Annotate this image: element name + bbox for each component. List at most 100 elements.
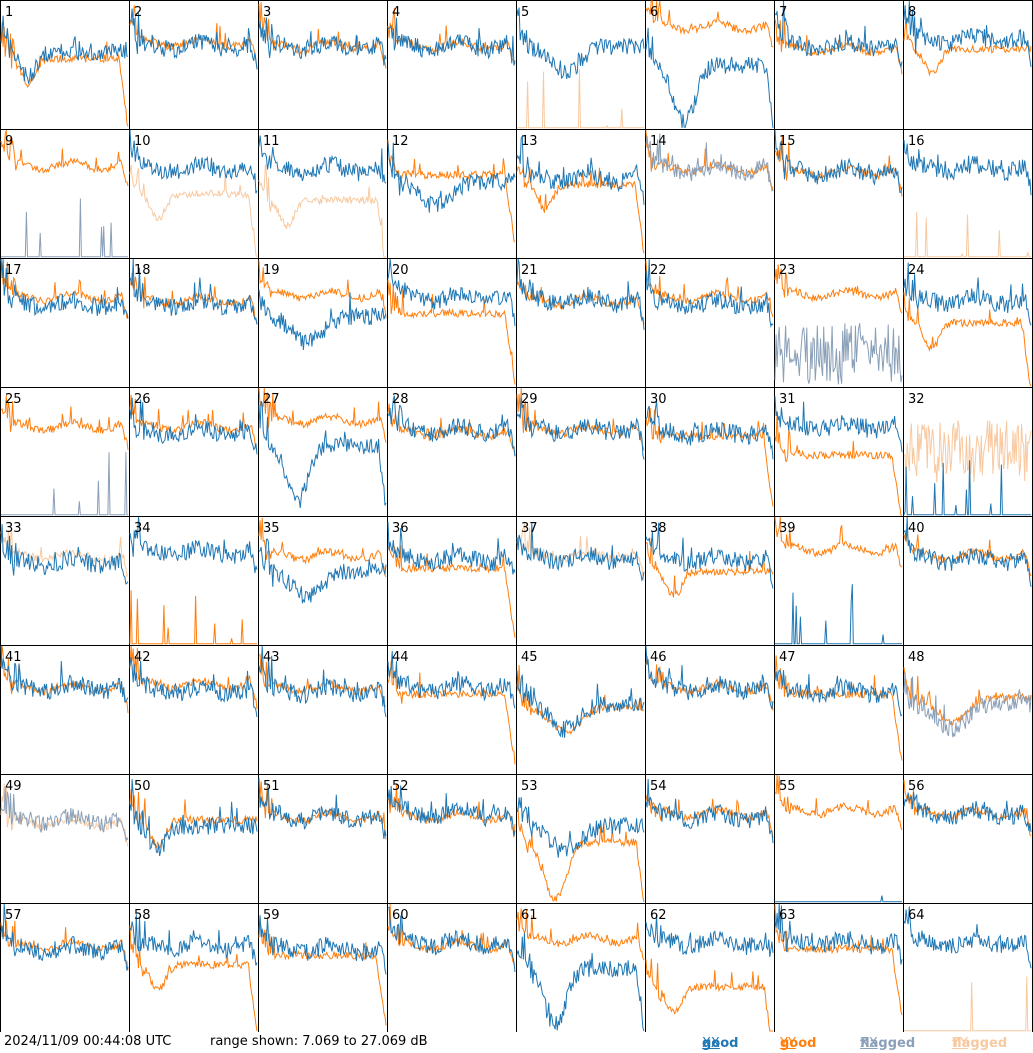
panel-6-yy-trace <box>645 0 774 48</box>
panel-56-xx-trace <box>903 792 1032 832</box>
panel-42-label: 42 <box>134 650 151 665</box>
panel-24-yy-trace <box>903 292 1032 387</box>
panel-4-xx-trace <box>387 17 516 66</box>
panel-55: 55 <box>774 774 904 904</box>
panel-16-label: 16 <box>908 134 925 149</box>
panel-33-yy-trace <box>0 528 129 579</box>
panel-7-label: 7 <box>779 5 787 20</box>
panel-56-label: 56 <box>908 779 925 794</box>
panel-27-xx-trace <box>258 400 387 509</box>
panel-25-xx-trace <box>1 451 128 516</box>
panel-50-label: 50 <box>134 779 151 794</box>
panel-14-label: 14 <box>650 134 667 149</box>
panel-45-xx-trace <box>516 670 645 738</box>
panel-frame <box>0 129 130 259</box>
panel-9: 9 <box>0 129 130 259</box>
panel-48-xx-trace <box>903 672 1032 738</box>
panel-49-yy-trace <box>0 783 129 847</box>
panel-12: 12 <box>387 129 517 259</box>
panel-5: 5 <box>516 0 646 130</box>
panel-17-label: 17 <box>5 263 22 278</box>
panel-63: 63 <box>774 903 904 1032</box>
panel-11-xx-trace <box>258 135 387 184</box>
panel-48-label: 48 <box>908 650 925 665</box>
panel-frame <box>903 387 1033 517</box>
panel-frame <box>645 387 775 517</box>
panel-47: 47 <box>774 645 904 775</box>
panel-frame <box>258 129 388 259</box>
panel-22: 22 <box>645 258 775 388</box>
panel-57: 57 <box>0 903 130 1032</box>
panel-28-label: 28 <box>392 392 409 407</box>
panel-53: 53 <box>516 774 646 904</box>
panel-19-xx-trace <box>258 289 387 351</box>
panel-15-label: 15 <box>779 134 796 149</box>
panel-frame <box>903 258 1033 388</box>
panel-47-label: 47 <box>779 650 796 665</box>
panel-27-label: 27 <box>263 392 280 407</box>
panel-36: 36 <box>387 516 517 646</box>
panel-19-yy-trace <box>258 260 387 319</box>
panel-25-label: 25 <box>5 392 22 407</box>
panel-28-xx-trace <box>387 395 516 457</box>
footer: 2024/11/09 00:44:08 UTC range shown: 7.0… <box>0 1032 1033 1053</box>
panel-45: 45 <box>516 645 646 775</box>
panel-3-xx-trace <box>258 17 387 66</box>
panel-53-yy-trace <box>516 807 645 903</box>
panel-52: 52 <box>387 774 517 904</box>
panel-20-label: 20 <box>392 263 409 278</box>
legend-good-yy-label: good <box>780 1036 817 1051</box>
panel-34: 34 <box>129 516 259 646</box>
panel-41-label: 41 <box>5 650 22 665</box>
panel-56: 56 <box>903 774 1033 904</box>
panel-23-xx-trace <box>774 323 903 385</box>
panel-23-yy-trace <box>774 264 903 314</box>
legend-good-xx-label: good <box>702 1036 739 1051</box>
panel-3: 3 <box>258 0 388 130</box>
panel-17: 17 <box>0 258 130 388</box>
panel-16-yy-trace <box>904 211 1031 258</box>
panel-48: 48 <box>903 645 1033 775</box>
panel-21-xx-trace <box>516 258 645 330</box>
panel-43-label: 43 <box>263 650 280 665</box>
panel-frame <box>0 645 130 775</box>
panel-36-xx-trace <box>387 521 516 575</box>
panel-frame <box>258 774 388 904</box>
panel-51-xx-trace <box>258 778 387 839</box>
panel-41: 41 <box>0 645 130 775</box>
panel-50: 50 <box>129 774 259 904</box>
panel-35: 35 <box>258 516 388 646</box>
panel-60: 60 <box>387 903 517 1032</box>
panel-34-yy-trace <box>129 590 257 645</box>
panel-46-label: 46 <box>650 650 667 665</box>
legend-flagged-yy-pol: YY <box>952 1036 968 1051</box>
legend-good-xx-pol: XX <box>702 1036 720 1051</box>
panel-frame <box>903 516 1033 646</box>
panel-62: 62 <box>645 903 775 1032</box>
panel-35-yy-trace <box>258 517 387 578</box>
panel-frame <box>387 387 517 517</box>
panel-60-label: 60 <box>392 908 409 923</box>
panel-6-xx-trace <box>645 27 774 129</box>
panel-frame <box>516 774 646 904</box>
panel-frame <box>387 645 517 775</box>
panel-20-yy-trace <box>387 279 516 385</box>
panel-frame <box>129 258 259 388</box>
panel-frame <box>774 903 904 1032</box>
panel-31: 31 <box>774 387 904 517</box>
panel-17-xx-trace <box>0 258 129 319</box>
panel-9-yy-trace <box>0 129 129 187</box>
panel-59-label: 59 <box>263 908 280 923</box>
panel-19: 19 <box>258 258 388 388</box>
panel-11: 11 <box>258 129 388 259</box>
panel-18: 18 <box>129 258 259 388</box>
panel-64-label: 64 <box>908 908 925 923</box>
panel-58: 58 <box>129 903 259 1032</box>
panel-29-yy-trace <box>516 388 645 451</box>
panel-54: 54 <box>645 774 775 904</box>
panel-51-label: 51 <box>263 779 280 794</box>
panel-55-xx-trace <box>775 895 902 903</box>
panel-63-label: 63 <box>779 908 796 923</box>
panel-27-yy-trace <box>258 387 387 443</box>
panel-frame <box>387 516 517 646</box>
